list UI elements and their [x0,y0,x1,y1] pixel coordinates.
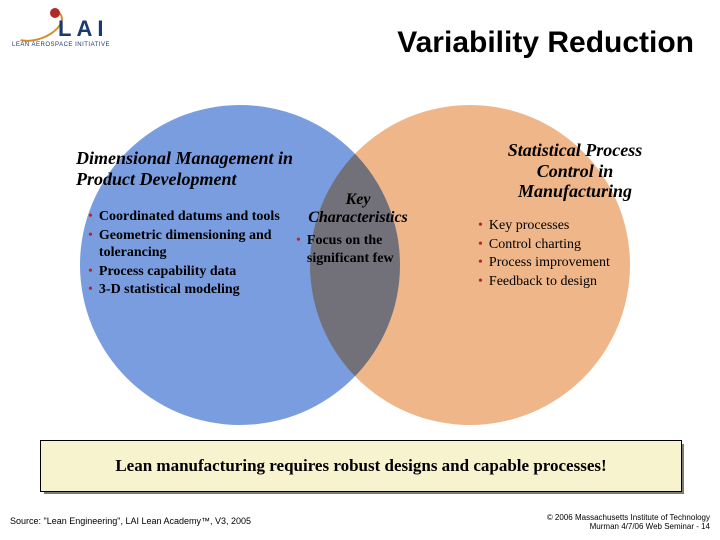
bullet-text: Geometric dimensioning and tolerancing [99,227,288,262]
logo-subtext: LEAN AEROSPACE INITIATIVE [12,42,110,48]
bullet-item: • Feedback to design [478,273,668,291]
bullet-item: • Process capability data [88,263,288,281]
bullet-dot-icon: • [478,254,483,272]
right-bullets: • Key processes • Control charting • Process … [478,217,668,291]
right-heading: Statistical Process Control in Manufactu… [480,140,670,202]
bullet-text: Key processes [489,217,569,235]
slide-title: Variability Reduction [397,26,694,60]
bullet-item: • Key processes [478,217,668,235]
bullet-text: Feedback to design [489,273,597,291]
venn-diagram: Dimensional Management in Product Develo… [0,90,720,430]
bullet-item: • Process improvement [478,254,668,272]
left-heading: Dimensional Management in Product Develo… [76,148,316,189]
copyright: © 2006 Massachusetts Institute of Techno… [547,514,710,532]
bullet-text: Control charting [489,236,581,254]
bullet-text: Coordinated datums and tools [99,208,280,226]
takeaway-text: Lean manufacturing requires robust desig… [95,456,626,476]
bullet-item: • 3-D statistical modeling [88,281,288,299]
bullet-dot-icon: • [478,273,483,291]
bullet-dot-icon: • [88,227,93,262]
source-citation: Source: "Lean Engineering", LAI Lean Aca… [10,516,251,526]
left-bullets: •Coordinated datums and tools•Geometric … [88,208,288,300]
bullet-dot-icon: • [88,281,93,299]
bullet-text: Process improvement [489,254,610,272]
bullet-item: • Control charting [478,236,668,254]
logo-text: LAI [58,16,108,42]
bullet-item: • Coordinated datums and tools [88,208,288,226]
bullet-text: Focus on the significant few [307,232,426,267]
bullet-text: 3-D statistical modeling [99,281,240,299]
lai-logo: LAI LEAN AEROSPACE INITIATIVE [10,8,150,43]
bullet-text: Process capability data [99,263,236,281]
bullet-dot-icon: • [478,236,483,254]
intersection-heading: Key Characteristics [298,191,418,226]
bullet-dot-icon: • [88,208,93,226]
bullet-item: •Geometric dimensioning and tolerancing [88,227,288,262]
copyright-line2: Murman 4/7/06 Web Seminar - 14 [547,523,710,532]
slide: LAI LEAN AEROSPACE INITIATIVE Variabilit… [0,0,720,540]
bullet-dot-icon: • [296,232,301,267]
takeaway-box: Lean manufacturing requires robust desig… [40,440,680,492]
bullet-dot-icon: • [478,217,483,235]
intersection-bullets: •Focus on the significant few [296,232,426,268]
bullet-dot-icon: • [88,263,93,281]
bullet-item: •Focus on the significant few [296,232,426,267]
